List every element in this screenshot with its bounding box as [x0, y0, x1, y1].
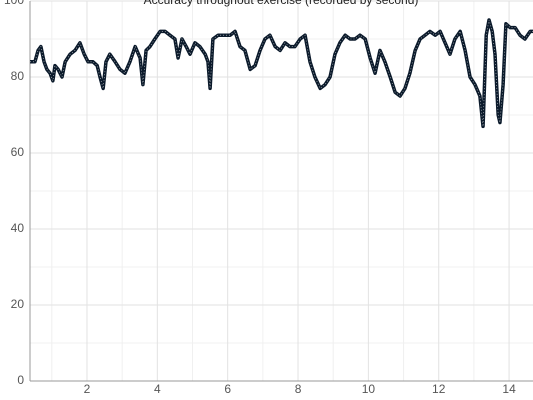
x-tick-label: 2	[84, 382, 91, 396]
chart-title: Accuracy throughout exercise (recorded b…	[144, 0, 419, 7]
y-tick-label: 60	[11, 145, 25, 159]
x-tick-label: 8	[295, 382, 302, 396]
x-tick-label: 6	[224, 382, 231, 396]
data-line-highlight	[30, 19, 533, 127]
y-tick-label: 0	[17, 373, 24, 387]
y-tick-label: 40	[11, 221, 25, 235]
y-tick-label: 100	[4, 0, 24, 7]
x-tick-label: 4	[154, 382, 161, 396]
data-line	[30, 18, 533, 129]
x-tick-label: 10	[362, 382, 376, 396]
x-tick-label: 14	[502, 382, 516, 396]
x-tick-label: 12	[432, 382, 446, 396]
y-tick-label: 20	[11, 297, 25, 311]
y-tick-label: 80	[11, 69, 25, 83]
